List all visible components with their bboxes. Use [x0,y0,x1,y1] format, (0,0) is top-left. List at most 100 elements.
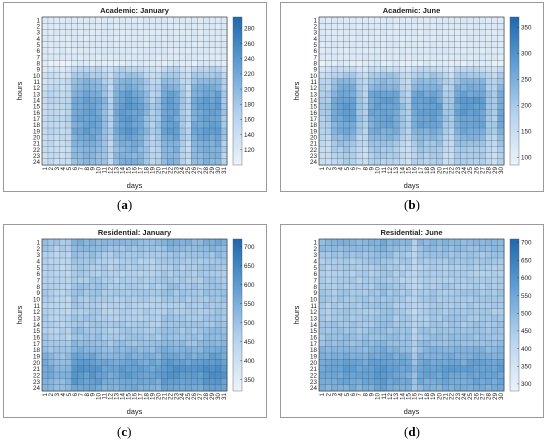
heatmap-cell [442,352,449,360]
heatmap-cell [89,340,97,347]
heatmap-cell [125,115,132,123]
heatmap-cell [491,295,499,303]
heatmap-cell [436,103,443,110]
heatmap-cell [71,140,79,147]
heatmap-cell [355,333,363,341]
heatmap-cell [203,158,210,166]
heatmap-cell [137,84,144,92]
heatmap-cell [47,146,55,153]
heatmap-cell [429,251,437,259]
heatmap-cell [47,352,55,360]
y-tick-label: 1 [313,239,317,246]
heatmap-cell [411,115,418,123]
heatmap-cell [149,327,156,335]
heatmap-cell [77,90,85,98]
heatmap-cell [325,321,332,328]
heatmap-cell [460,23,468,30]
heatmap-cell [113,121,120,129]
heatmap-cell [331,23,338,30]
heatmap-cell [349,270,357,278]
heatmap-cell [179,29,186,36]
heatmap-cell [454,264,462,271]
heatmap-cell [399,333,406,341]
y-tick-label: 11 [310,303,317,310]
heatmap-cell [59,333,67,341]
heatmap-cell [179,140,186,147]
heatmap-cell [119,378,126,385]
heatmap-cell [179,97,186,104]
heatmap-cell [125,257,132,265]
heatmap-cell [448,41,455,49]
heatmap-cell [429,270,437,278]
heatmap-cell [485,378,492,385]
heatmap-cell [167,47,174,55]
heatmap-cell [83,264,91,271]
heatmap-cell [436,29,443,36]
heatmap-cell [113,245,120,252]
heatmap-cell [167,365,174,373]
heatmap-cell [214,53,222,61]
heatmap-cell [362,352,369,360]
heatmap-cell [386,371,394,379]
heatmap-cell [220,346,228,354]
x-tick-label: 17 [137,393,144,401]
y-tick-label: 21 [33,366,41,373]
heatmap-cell [101,257,108,265]
y-tick-label: 20 [33,360,41,367]
heatmap-cell [331,308,338,316]
heatmap-cell [460,245,468,252]
heatmap-cell [59,257,67,265]
heatmap-cell [473,66,480,73]
heatmap-cell [137,257,144,265]
heatmap-cell [179,127,186,135]
heatmap-cell [362,109,369,116]
heatmap-cell [113,302,120,309]
heatmap-cell [95,384,103,392]
heatmap-cell [137,314,144,322]
heatmap-cell [325,295,332,303]
heatmap-cell [442,152,449,160]
heatmap-cell [399,346,406,354]
heatmap-cells [318,16,505,166]
heatmap-cell [173,60,180,67]
heatmap-cell [53,340,61,347]
heatmap-cell [491,245,499,252]
heatmap-cell [53,23,61,30]
heatmap-cell [417,41,425,49]
heatmap-cell [442,384,449,392]
heatmap-cell [89,352,97,360]
heatmap-cell [392,321,400,328]
heatmap-cell [466,245,474,252]
heatmap-cell [89,245,97,252]
heatmap-cell [331,103,338,110]
heatmap-cell [466,97,474,104]
heatmap-cell [331,84,338,92]
heatmap-cell [473,152,480,160]
heatmap-cell [343,103,351,110]
heatmap-cell [405,276,412,284]
heatmap-cell [405,321,412,328]
heatmap-cell [173,152,180,160]
heatmap-cell [399,23,406,30]
heatmap-cell [197,308,204,316]
heatmap-cell [497,245,505,252]
heatmap-cell [392,41,400,49]
x-axis-label: days [404,181,420,190]
heatmap-cell [405,365,412,373]
heatmap-cell [137,47,144,55]
heatmap-cell [131,23,138,30]
heatmap-cell [155,251,162,259]
heatmap-cell [460,321,468,328]
x-tick-label: 19 [430,167,437,175]
x-tick-label: 16 [412,167,419,175]
heatmap-cell [368,371,375,379]
heatmap-cell [53,302,61,309]
heatmap-cell [355,378,363,385]
heatmap-cell [386,41,394,49]
x-tick-label: 2 [325,393,332,397]
heatmap-cell [417,308,425,316]
heatmap-cell [119,35,126,42]
heatmap-cell [491,346,499,354]
heatmap-cell [220,152,228,160]
heatmap-cell [113,134,120,141]
